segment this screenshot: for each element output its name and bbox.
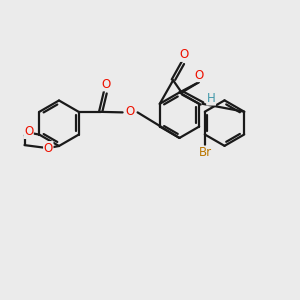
Text: Br: Br — [199, 146, 212, 159]
Text: H: H — [207, 92, 215, 105]
Text: O: O — [101, 78, 111, 91]
Text: O: O — [194, 69, 203, 82]
Text: O: O — [24, 125, 33, 138]
Text: O: O — [179, 48, 188, 61]
Text: O: O — [125, 105, 135, 118]
Text: O: O — [44, 142, 53, 154]
